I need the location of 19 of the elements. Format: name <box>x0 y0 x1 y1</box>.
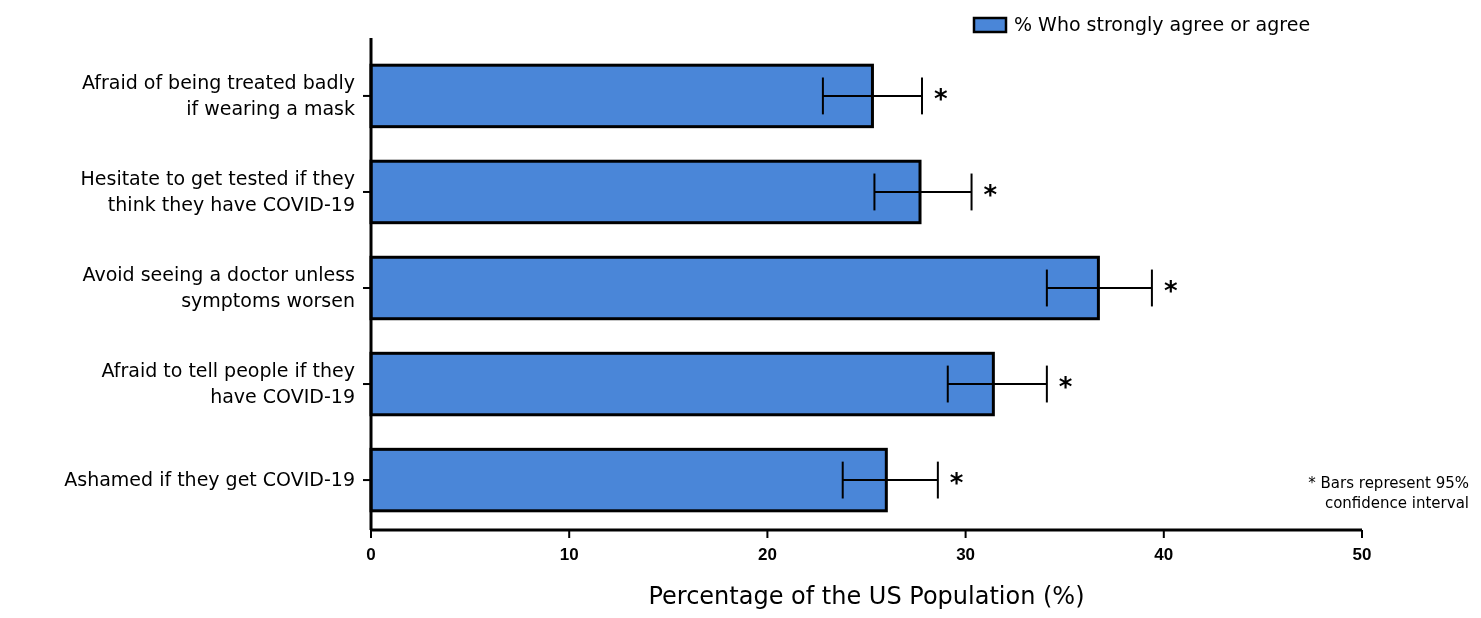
annotation: * <box>949 468 964 499</box>
annotation: * <box>1163 276 1178 306</box>
y-tick-label: Avoid seeing a doctor unless symptoms worsen <box>82 262 355 311</box>
y-tick-label: Afraid of being treated badly if wearing a mask <box>81 70 355 119</box>
x-tick-label: 40 <box>1154 545 1174 564</box>
x-tick-label: 0 <box>366 545 376 564</box>
x-tick-label: 30 <box>956 545 976 564</box>
x-tick-label: 50 <box>1352 545 1372 564</box>
y-tick-label: Hesitate to get tested if they think they have COVID-19 <box>80 166 355 215</box>
annotation: * <box>983 179 998 210</box>
x-tick-label: 20 <box>757 545 777 564</box>
annotation: * <box>1058 372 1073 403</box>
legend-label: % Who strongly agree or agree <box>1014 12 1311 35</box>
x-axis-title: Percentage of the US Population (%) <box>648 582 1085 610</box>
annotation: * <box>934 83 948 114</box>
y-tick-label: Ashamed if they get COVID-19 <box>64 467 355 490</box>
annotation: * Bars represent 95% confidence interval <box>1308 474 1469 512</box>
x-tick-label: 10 <box>559 545 579 564</box>
y-tick-label: Afraid to tell people if they have COVID-19 <box>101 358 355 407</box>
